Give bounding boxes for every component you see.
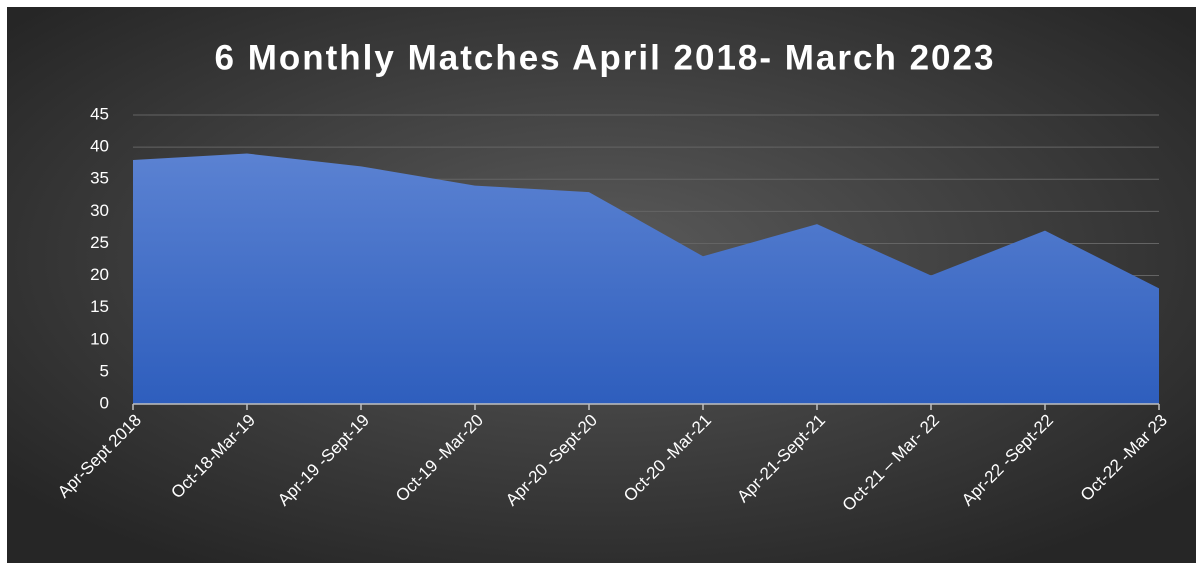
y-tick-label: 45 <box>90 104 109 123</box>
y-tick-label: 40 <box>90 137 109 156</box>
y-tick-label: 10 <box>90 329 109 348</box>
y-tick-label: 25 <box>90 233 109 252</box>
y-tick-label: 35 <box>90 169 109 188</box>
y-tick-label: 20 <box>90 265 109 284</box>
chart-title: 6 Monthly Matches April 2018- March 2023 <box>215 38 996 77</box>
y-tick-label: 15 <box>90 297 109 316</box>
y-tick-label: 30 <box>90 201 109 220</box>
y-tick-label: 0 <box>100 393 109 412</box>
y-tick-label: 5 <box>100 361 109 380</box>
area <box>133 153 1159 404</box>
